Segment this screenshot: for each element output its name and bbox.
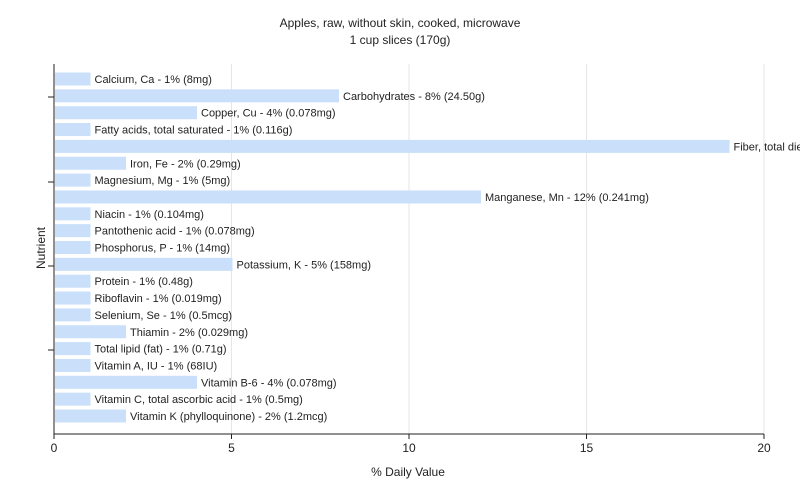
- bar-label: Manganese, Mn - 12% (0.241mg): [485, 192, 649, 204]
- bar-label: Selenium, Se - 1% (0.5mcg): [95, 310, 233, 322]
- bar-label: Fiber, total dietary - 19% (4.8g): [734, 141, 800, 153]
- bar-label: Potassium, K - 5% (158mg): [237, 259, 372, 271]
- bar-group: Calcium, Ca - 1% (8mg) Carbohydrates - 8%…: [55, 72, 800, 423]
- bar-label: Calcium, Ca - 1% (8mg): [95, 74, 212, 86]
- bar: [55, 375, 197, 389]
- bar: [55, 156, 126, 170]
- x-tick-label: 5: [228, 441, 235, 455]
- bar: [55, 274, 91, 288]
- chart-subtitle: 1 cup slices (170g): [350, 33, 451, 47]
- bar: [55, 139, 730, 153]
- bar: [55, 207, 91, 221]
- x-tick-label: 10: [402, 441, 416, 455]
- bar: [55, 72, 91, 86]
- chart-title: Apples, raw, without skin, cooked, micro…: [280, 16, 521, 30]
- bar-label: Vitamin K (phylloquinone) - 2% (1.2mcg): [130, 411, 327, 423]
- bar: [55, 106, 197, 120]
- bar: [55, 224, 91, 238]
- bar-label: Total lipid (fat) - 1% (0.71g): [95, 344, 227, 356]
- bar-label: Vitamin B-6 - 4% (0.078mg): [201, 377, 337, 389]
- bar: [55, 173, 91, 187]
- bar-label: Fatty acids, total saturated - 1% (0.116…: [95, 125, 293, 137]
- bar: [55, 308, 91, 322]
- bar: [55, 123, 91, 137]
- bar: [55, 325, 126, 339]
- bar: [55, 291, 91, 305]
- bar-label: Vitamin A, IU - 1% (68IU): [95, 360, 218, 372]
- y-axis-label: Nutrient: [34, 226, 48, 269]
- bar: [55, 241, 91, 254]
- bar-label: Pantothenic acid - 1% (0.078mg): [95, 226, 255, 238]
- x-axis-label: % Daily Value: [371, 465, 445, 479]
- x-tick-label: 0: [51, 441, 58, 455]
- bar-label: Vitamin C, total ascorbic acid - 1% (0.5…: [95, 394, 303, 406]
- bar: [55, 358, 91, 372]
- x-tick-label: 15: [580, 441, 594, 455]
- bar-label: Thiamin - 2% (0.029mg): [130, 327, 248, 339]
- bar: [55, 409, 126, 423]
- bar-label: Protein - 1% (0.48g): [95, 276, 193, 288]
- bar-label: Magnesium, Mg - 1% (5mg): [95, 175, 231, 187]
- bar: [55, 190, 481, 204]
- bar: [55, 257, 233, 271]
- bar-label: Carbohydrates - 8% (24.50g): [343, 91, 485, 103]
- bar: [55, 89, 339, 103]
- bar: [55, 392, 91, 406]
- bar-label: Phosphorus, P - 1% (14mg): [95, 243, 231, 255]
- bar-label: Riboflavin - 1% (0.019mg): [95, 293, 222, 305]
- axes: 0 5 10 15 20: [48, 64, 771, 455]
- gridlines: [231, 64, 765, 434]
- x-tick-label: 20: [757, 441, 771, 455]
- bar-label: Copper, Cu - 4% (0.078mg): [201, 108, 336, 120]
- bar-label: Iron, Fe - 2% (0.29mg): [130, 158, 241, 170]
- bar: [55, 342, 91, 356]
- bar-label: Niacin - 1% (0.104mg): [95, 209, 204, 221]
